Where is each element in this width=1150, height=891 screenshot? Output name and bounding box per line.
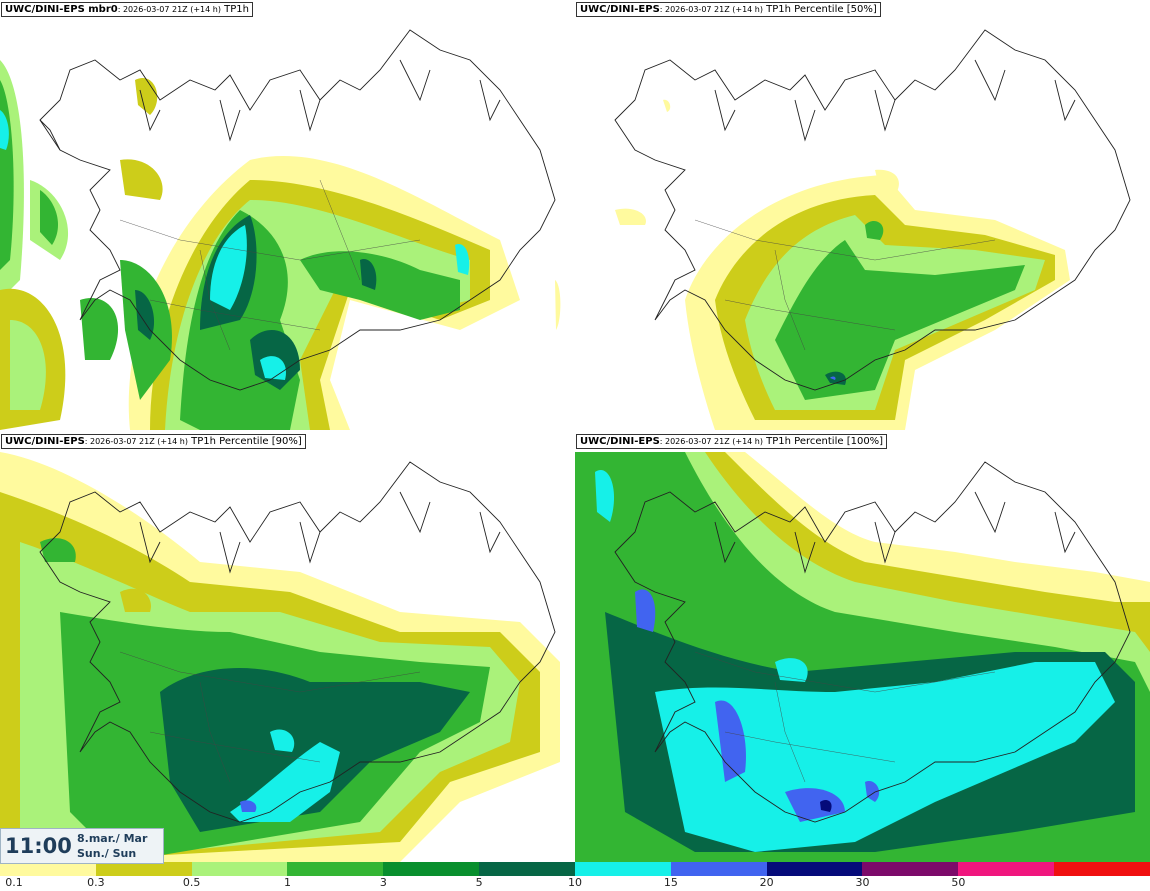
colorbar-swatch (287, 862, 384, 876)
valid-time-box: 11:00 8.mar./ Mar Sun./ Sun (0, 828, 164, 864)
valid-time: 11:00 (5, 834, 72, 858)
colorbar-swatch (0, 862, 96, 876)
precipitation-map (0, 452, 560, 862)
colorbar-tick-label: 1 (284, 876, 291, 889)
colorbar-tick-label: 5 (475, 876, 483, 889)
precipitation-map (0, 29, 561, 430)
map-panel-p100: UWC/DINI-EPS: 2026-03-07 21Z (+14 h) TP1… (575, 432, 1150, 862)
map-panel-p90: UWC/DINI-EPS: 2026-03-07 21Z (+14 h) TP1… (0, 432, 575, 862)
colorbar-swatch (670, 862, 767, 876)
map-panel-member0: UWC/DINI-EPS mbr0: 2026-03-07 21Z (+14 h… (0, 0, 575, 430)
colorbar-swatch (95, 862, 192, 876)
colorbar-tick-label: 50 (951, 876, 966, 889)
colorbar-tick-label: 10 (568, 876, 582, 889)
panel-title: UWC/DINI-EPS mbr0: 2026-03-07 21Z (+14 h… (1, 2, 253, 17)
colorbar-tick-label: 0.3 (87, 876, 105, 889)
colorbar-swatch (958, 862, 1055, 876)
coastline (39, 461, 556, 823)
admin-borders (119, 651, 421, 783)
panel-title: UWC/DINI-EPS: 2026-03-07 21Z (+14 h) TP1… (1, 434, 306, 449)
colorbar-tick-label: 15 (663, 876, 678, 889)
precip-shading (0, 60, 561, 430)
colorbar-swatch (766, 862, 863, 876)
panel-title: UWC/DINI-EPS: 2026-03-07 21Z (+14 h) TP1… (576, 434, 888, 449)
admin-borders (694, 651, 996, 783)
colorbar-tick-label: 0.5 (182, 876, 201, 889)
colorbar-swatch (383, 862, 480, 876)
coastline (39, 29, 556, 391)
map-panel-p50: UWC/DINI-EPS: 2026-03-07 21Z (+14 h) TP1… (575, 0, 1150, 430)
valid-date-line1: 8.mar./ Mar (77, 832, 148, 845)
precip-shading (575, 452, 1150, 862)
colorbar-swatch (1054, 862, 1150, 876)
colorbar-swatch (574, 862, 671, 876)
panel-title: UWC/DINI-EPS: 2026-03-07 21Z (+14 h) TP1… (576, 2, 881, 17)
admin-borders (119, 179, 421, 351)
colorbar-tick-label: 30 (855, 876, 870, 889)
precipitation-map (614, 29, 1131, 430)
valid-date-line2: Sun./ Sun (77, 847, 137, 860)
colorbar-tick-label: 3 (379, 876, 387, 889)
precipitation-map (575, 452, 1150, 862)
precip-shading (615, 99, 1070, 430)
admin-borders (694, 219, 996, 351)
colorbar-swatch (479, 862, 575, 876)
colorbar-swatch (862, 862, 959, 876)
coastline (614, 29, 1131, 391)
colorbar-tick-label: 20 (759, 876, 774, 889)
coastline (614, 461, 1131, 823)
precip-shading (0, 452, 560, 862)
colorbar-tick-labels: 0.1 0.3 0.5 1 3 5 10 15 20 30 50 (0, 876, 1150, 891)
valid-date: 8.mar./ Mar Sun./ Sun (77, 831, 147, 861)
colorbar-tick-label: 0.1 (5, 876, 23, 889)
precip-colorbar (0, 862, 1150, 876)
colorbar-swatch (191, 862, 288, 876)
